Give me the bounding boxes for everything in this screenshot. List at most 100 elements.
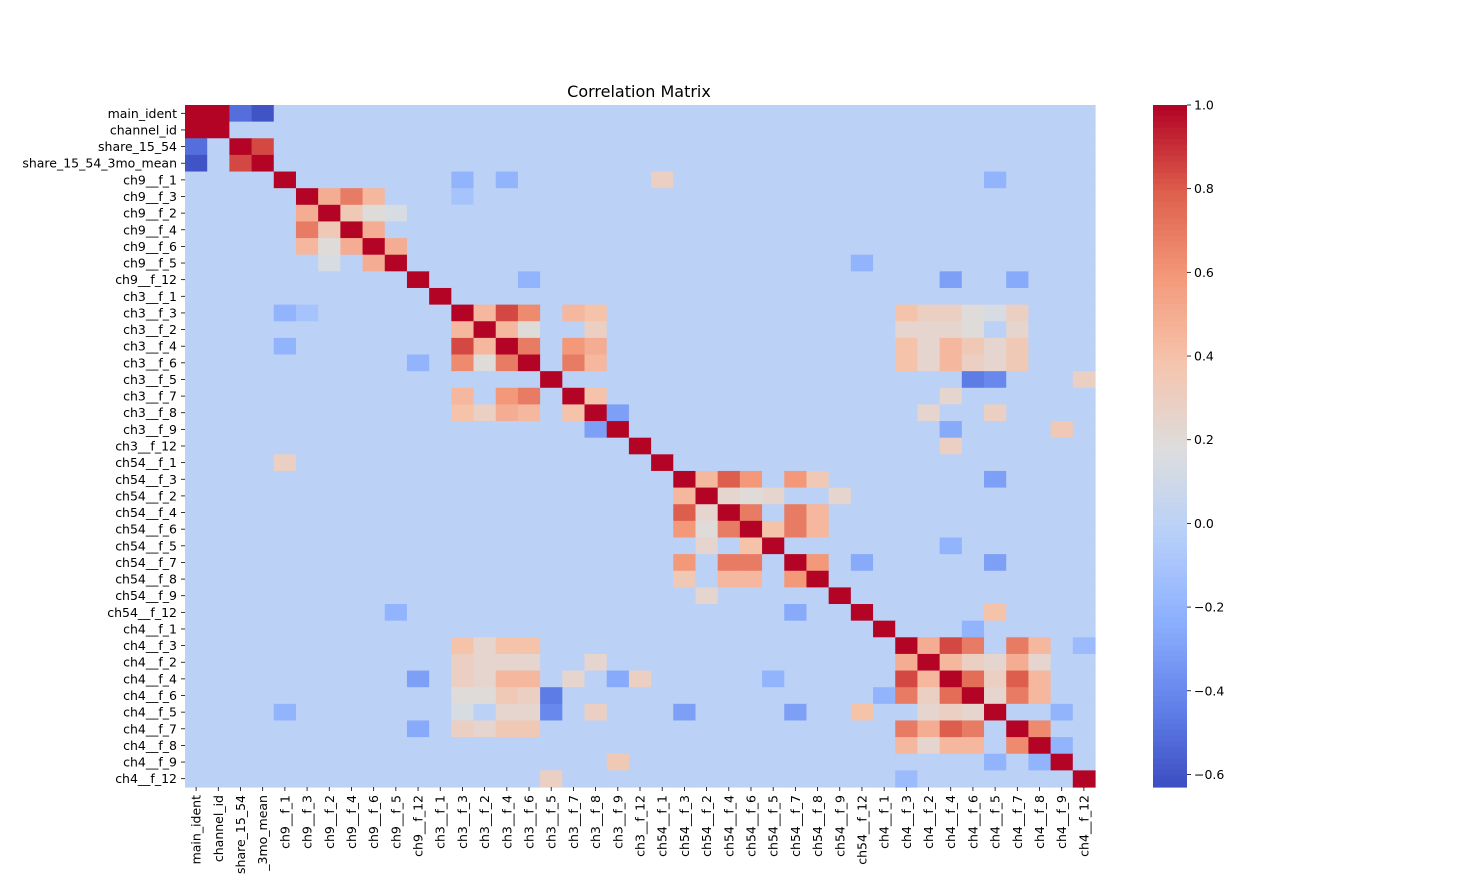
heatmap-cell	[540, 238, 563, 256]
heatmap-cell	[1006, 687, 1030, 705]
heatmap-cell	[207, 105, 230, 123]
heatmap-cell	[850, 504, 874, 522]
heatmap-cell	[429, 487, 452, 505]
heatmap-cell	[961, 437, 985, 455]
colorbar-segment	[1153, 644, 1187, 652]
heatmap-cell	[295, 188, 319, 206]
colorbar-segment	[1153, 252, 1187, 260]
x-tick-label: ch4__f_8	[1032, 795, 1047, 849]
heatmap-cell	[562, 154, 586, 173]
x-tick-label: ch4__f_3	[899, 795, 914, 849]
heatmap-cell	[762, 454, 785, 472]
heatmap-cell	[628, 421, 652, 439]
heatmap-cell	[784, 470, 808, 489]
heatmap-cell	[429, 437, 452, 455]
heatmap-cell	[1072, 421, 1096, 439]
y-tick-label: ch4__f_3	[123, 638, 177, 653]
y-tick-label: ch54__f_8	[115, 572, 177, 587]
heatmap-cell	[584, 520, 608, 539]
heatmap-cell	[939, 653, 963, 672]
heatmap-cell	[540, 604, 563, 622]
heatmap-cell	[828, 321, 852, 339]
heatmap-cell	[362, 770, 386, 788]
heatmap-cell	[429, 737, 452, 755]
heatmap-cell	[473, 371, 497, 389]
heatmap-cell	[229, 321, 253, 339]
heatmap-cell	[185, 554, 208, 572]
heatmap-cell	[229, 637, 253, 655]
heatmap-cell	[628, 387, 652, 406]
colorbar-segment	[1153, 184, 1187, 191]
heatmap-cell	[273, 637, 297, 655]
x-tick-label: ch4__f_12	[1076, 795, 1091, 857]
heatmap-cell	[384, 171, 408, 189]
heatmap-cell	[873, 171, 896, 189]
heatmap-cell	[1050, 437, 1074, 455]
heatmap-cell	[584, 637, 608, 655]
heatmap-cell	[739, 470, 763, 489]
heatmap-cell	[517, 105, 541, 123]
heatmap-cell	[695, 421, 719, 439]
heatmap-cell	[673, 154, 697, 173]
heatmap-cell	[207, 720, 230, 738]
heatmap-cell	[584, 321, 608, 339]
heatmap-cell	[939, 637, 963, 655]
heatmap-cell	[651, 454, 674, 472]
heatmap-cell	[1028, 138, 1052, 156]
heatmap-cell	[628, 637, 652, 655]
heatmap-cell	[429, 670, 452, 688]
y-tick-label: ch9__f_4	[123, 222, 177, 237]
heatmap-cell	[562, 670, 586, 688]
colorbar-segment	[1153, 451, 1187, 458]
heatmap-cell	[362, 703, 386, 722]
colorbar-segment	[1153, 752, 1187, 760]
heatmap-cell	[1028, 770, 1052, 788]
heatmap-cell	[939, 770, 963, 788]
heatmap-cell	[1028, 620, 1052, 638]
heatmap-cell	[961, 371, 985, 389]
heatmap-cell	[984, 271, 1007, 289]
y-tick-label: ch4__f_12	[115, 771, 177, 786]
heatmap-cell	[495, 504, 519, 522]
heatmap-cell	[362, 520, 386, 539]
heatmap-cell	[540, 753, 563, 771]
heatmap-cell	[562, 321, 586, 339]
heatmap-cell	[495, 737, 519, 755]
heatmap-cell	[584, 454, 608, 472]
heatmap-cell	[517, 254, 541, 272]
heatmap-cell	[939, 587, 963, 605]
heatmap-cell	[1072, 371, 1096, 389]
x-tick-label: ch4__f_5	[988, 795, 1003, 849]
heatmap-cell	[606, 337, 630, 356]
heatmap-cell	[229, 387, 253, 406]
heatmap-cell	[806, 138, 830, 156]
heatmap-cell	[1028, 604, 1052, 622]
heatmap-cell	[562, 254, 586, 272]
heatmap-cell	[384, 321, 408, 339]
colorbar-segment	[1153, 372, 1187, 379]
heatmap-cell	[606, 487, 630, 505]
colorbar-segment	[1153, 139, 1187, 146]
heatmap-cell	[850, 703, 874, 722]
colorbar-segment	[1153, 735, 1187, 743]
heatmap-cell	[562, 703, 586, 722]
heatmap-cell	[651, 437, 674, 455]
y-tick-label: ch3__f_9	[123, 422, 177, 437]
heatmap-cell	[739, 703, 763, 722]
heatmap-cell	[429, 105, 452, 123]
heatmap-cell	[850, 254, 874, 272]
colorbar-segment	[1153, 741, 1187, 748]
heatmap-cell	[628, 271, 652, 289]
heatmap-cell	[451, 720, 475, 738]
heatmap-cell	[540, 554, 563, 572]
heatmap-cell	[406, 437, 430, 455]
heatmap-cell	[562, 454, 586, 472]
heatmap-cell	[673, 570, 697, 588]
heatmap-cell	[318, 454, 341, 472]
heatmap-cell	[651, 204, 674, 223]
heatmap-cell	[429, 138, 452, 156]
heatmap-cell	[873, 437, 896, 455]
heatmap-cell	[651, 154, 674, 173]
heatmap-cell	[961, 287, 985, 306]
heatmap-cell	[917, 604, 941, 622]
